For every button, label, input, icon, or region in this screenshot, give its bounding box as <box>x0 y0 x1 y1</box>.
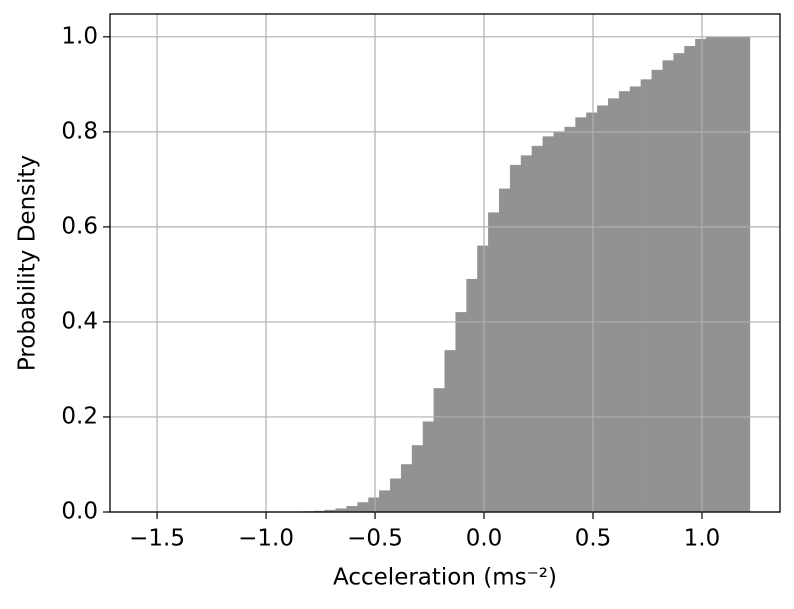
bar <box>564 126 576 513</box>
x-tick-label: −0.5 <box>347 526 403 552</box>
bar <box>379 490 391 513</box>
bar <box>411 445 424 513</box>
bar <box>455 312 467 513</box>
x-axis-label: Acceleration (ms⁻²) <box>333 565 557 591</box>
bar <box>673 53 685 513</box>
bar <box>597 105 609 513</box>
bar <box>618 91 631 513</box>
bar <box>651 69 663 513</box>
y-tick-label: 0.4 <box>61 308 98 334</box>
bar <box>684 46 696 513</box>
bar <box>422 421 435 513</box>
bar <box>607 98 620 513</box>
y-tick-label: 0.6 <box>61 213 98 239</box>
bar <box>727 36 740 513</box>
x-tick-label: −1.5 <box>129 526 185 552</box>
bar <box>586 112 598 513</box>
bar <box>466 278 478 513</box>
y-axis-label: Probability Density <box>15 155 41 371</box>
y-tick-label: 0.0 <box>61 499 98 525</box>
bar <box>499 188 511 513</box>
bar <box>433 388 446 513</box>
bar <box>575 117 587 513</box>
x-tick-label: 1.0 <box>684 526 721 552</box>
bar <box>531 145 544 513</box>
bar <box>488 212 500 513</box>
bar <box>520 155 533 513</box>
bar <box>368 497 380 513</box>
bar <box>738 36 751 513</box>
bar <box>629 86 642 513</box>
bar <box>444 350 456 513</box>
x-tick-label: 0.0 <box>466 526 503 552</box>
bar <box>640 79 653 513</box>
y-tick-label: 1.0 <box>61 23 98 49</box>
bar <box>390 478 402 513</box>
bar <box>662 60 674 513</box>
bar <box>706 36 718 513</box>
bar <box>716 36 729 513</box>
y-tick-label: 0.8 <box>61 118 98 144</box>
x-tick-label: −1.0 <box>238 526 294 552</box>
bar <box>400 464 413 513</box>
bar <box>346 506 358 513</box>
bar <box>477 245 489 513</box>
bar <box>357 502 369 513</box>
bar <box>695 38 707 513</box>
plot-frame <box>109 13 781 513</box>
y-tick-label: 0.2 <box>61 403 98 429</box>
x-tick-label: 0.5 <box>575 526 612 552</box>
bar <box>509 164 522 513</box>
bar <box>542 136 555 513</box>
